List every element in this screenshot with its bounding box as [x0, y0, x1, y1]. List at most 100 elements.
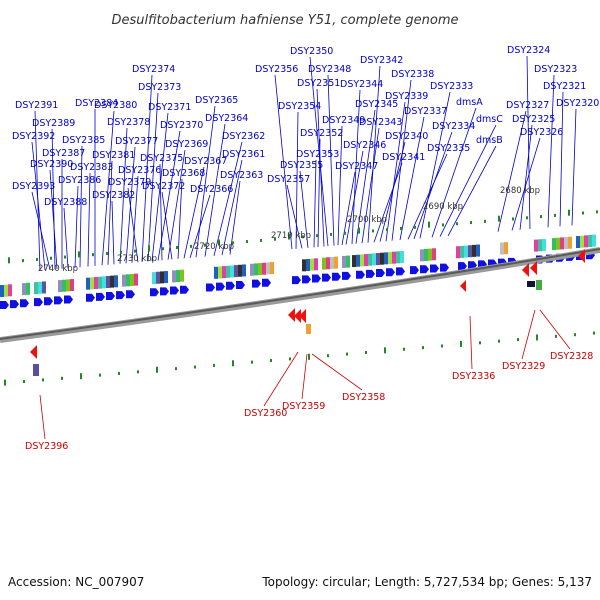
feature-block — [588, 235, 592, 248]
forward-gene-arrow — [322, 273, 331, 282]
forward-gene-label: dmsB — [476, 135, 503, 146]
scale-tick — [330, 232, 332, 236]
label-leader-line — [31, 191, 51, 270]
scale-tick — [134, 249, 136, 253]
scale-labels: 2680 kbp 2690 kbp 2700 kbp 2710 kbp 2720 kbp… — [38, 186, 540, 274]
label-leader-line — [183, 166, 205, 259]
feature-block — [302, 259, 306, 272]
feature-block — [270, 262, 274, 275]
forward-gene-label: DSY2371 — [148, 102, 191, 113]
feature-block — [152, 272, 156, 285]
scale-tick — [4, 379, 6, 386]
forward-gene-label: DSY2327 — [506, 100, 549, 111]
feature-block — [42, 281, 46, 294]
scale-tick — [498, 339, 500, 343]
scale-tick — [384, 347, 386, 354]
forward-gene-label: DSY2383 — [70, 162, 113, 173]
forward-gene-arrow — [44, 297, 53, 306]
forward-gene-arrow — [206, 283, 215, 292]
feature-block — [90, 277, 94, 290]
scale-tick — [50, 256, 52, 260]
label-leader-line — [213, 141, 243, 256]
reverse-gene-label: DSY2359 — [282, 401, 325, 412]
scale-tick — [106, 251, 108, 255]
reverse-gene-marker — [30, 345, 37, 359]
feature-block — [592, 234, 596, 247]
forward-gene-arrow — [116, 291, 125, 300]
label-leader-line — [391, 79, 412, 241]
feature-block — [86, 277, 90, 290]
scale-tick — [118, 371, 120, 375]
label-leader-line — [111, 200, 115, 265]
feature-block — [500, 242, 504, 255]
scale-tick — [23, 380, 25, 384]
label-leader-line — [87, 172, 91, 267]
inner-tick-row — [4, 331, 595, 386]
feature-block — [564, 237, 568, 250]
forward-gene-label: DSY2367 — [184, 156, 227, 167]
feature-block — [66, 279, 70, 292]
scale-tick — [316, 234, 318, 238]
scale-tick — [218, 239, 220, 246]
forward-gene-arrow — [64, 295, 73, 304]
label-leader-line — [547, 74, 555, 228]
label-leader-line — [119, 127, 128, 264]
scale-tick — [251, 360, 253, 364]
feature-block — [314, 258, 318, 271]
scale-tick — [372, 229, 374, 233]
label-leader-line — [469, 315, 473, 370]
label-leader-line — [447, 145, 497, 237]
forward-gene-arrow — [126, 290, 135, 299]
forward-gene-label: DSY2388 — [44, 197, 87, 208]
forward-gene-label: DSY2354 — [278, 101, 321, 112]
forward-gene-track — [0, 251, 595, 309]
scale-tick — [22, 259, 24, 263]
reverse-gene-track — [30, 249, 585, 376]
forward-gene-arrow — [312, 274, 321, 283]
forward-gene-label: DSY2335 — [427, 143, 470, 154]
feature-block — [580, 235, 584, 248]
scale-tick — [308, 353, 310, 360]
forward-gene-label: DSY2353 — [296, 149, 339, 160]
forward-gene-arrow — [332, 272, 341, 281]
label-leader-line — [161, 191, 173, 260]
label-leader-line — [31, 141, 46, 271]
forward-gene-label: DSY2361 — [222, 149, 265, 160]
label-leader-line — [107, 160, 113, 265]
forward-gene-arrow — [410, 266, 419, 275]
forward-gene-label: DSY2386 — [58, 175, 101, 186]
scale-tick — [442, 223, 444, 227]
feature-block — [380, 252, 384, 265]
label-leader-line — [413, 131, 453, 239]
feature-block — [238, 264, 242, 277]
forward-gene-label: DSY2333 — [430, 81, 473, 92]
scale-tick — [365, 350, 367, 354]
reverse-gene-label: DSY2336 — [452, 371, 495, 382]
forward-gene-label: DSY2350 — [290, 46, 333, 57]
feature-block — [334, 256, 338, 269]
scale-tick — [190, 244, 192, 248]
feature-block — [504, 242, 508, 255]
reverse-gene-marker — [299, 309, 306, 323]
scale-tick — [403, 347, 405, 351]
scale-tick — [536, 334, 538, 341]
feature-block — [180, 269, 184, 282]
feature-block — [172, 270, 176, 283]
feature-block — [306, 258, 310, 271]
forward-gene-arrow — [366, 269, 375, 278]
leader-lines — [31, 55, 577, 271]
scale-tick — [99, 373, 101, 377]
outer-tick-row — [8, 209, 598, 264]
forward-gene-arrow — [420, 265, 429, 274]
feature-block — [126, 274, 130, 287]
feature-block — [424, 248, 428, 261]
scale-tick — [574, 333, 576, 337]
forward-gene-label: DSY2370 — [160, 120, 203, 131]
feature-block — [310, 258, 314, 271]
feature-block — [38, 281, 42, 294]
forward-gene-label: DSY2321 — [543, 81, 586, 92]
forward-gene-arrow — [356, 270, 365, 279]
feature-block — [464, 245, 468, 258]
scale-tick — [288, 233, 290, 240]
scale-tick — [346, 352, 348, 356]
